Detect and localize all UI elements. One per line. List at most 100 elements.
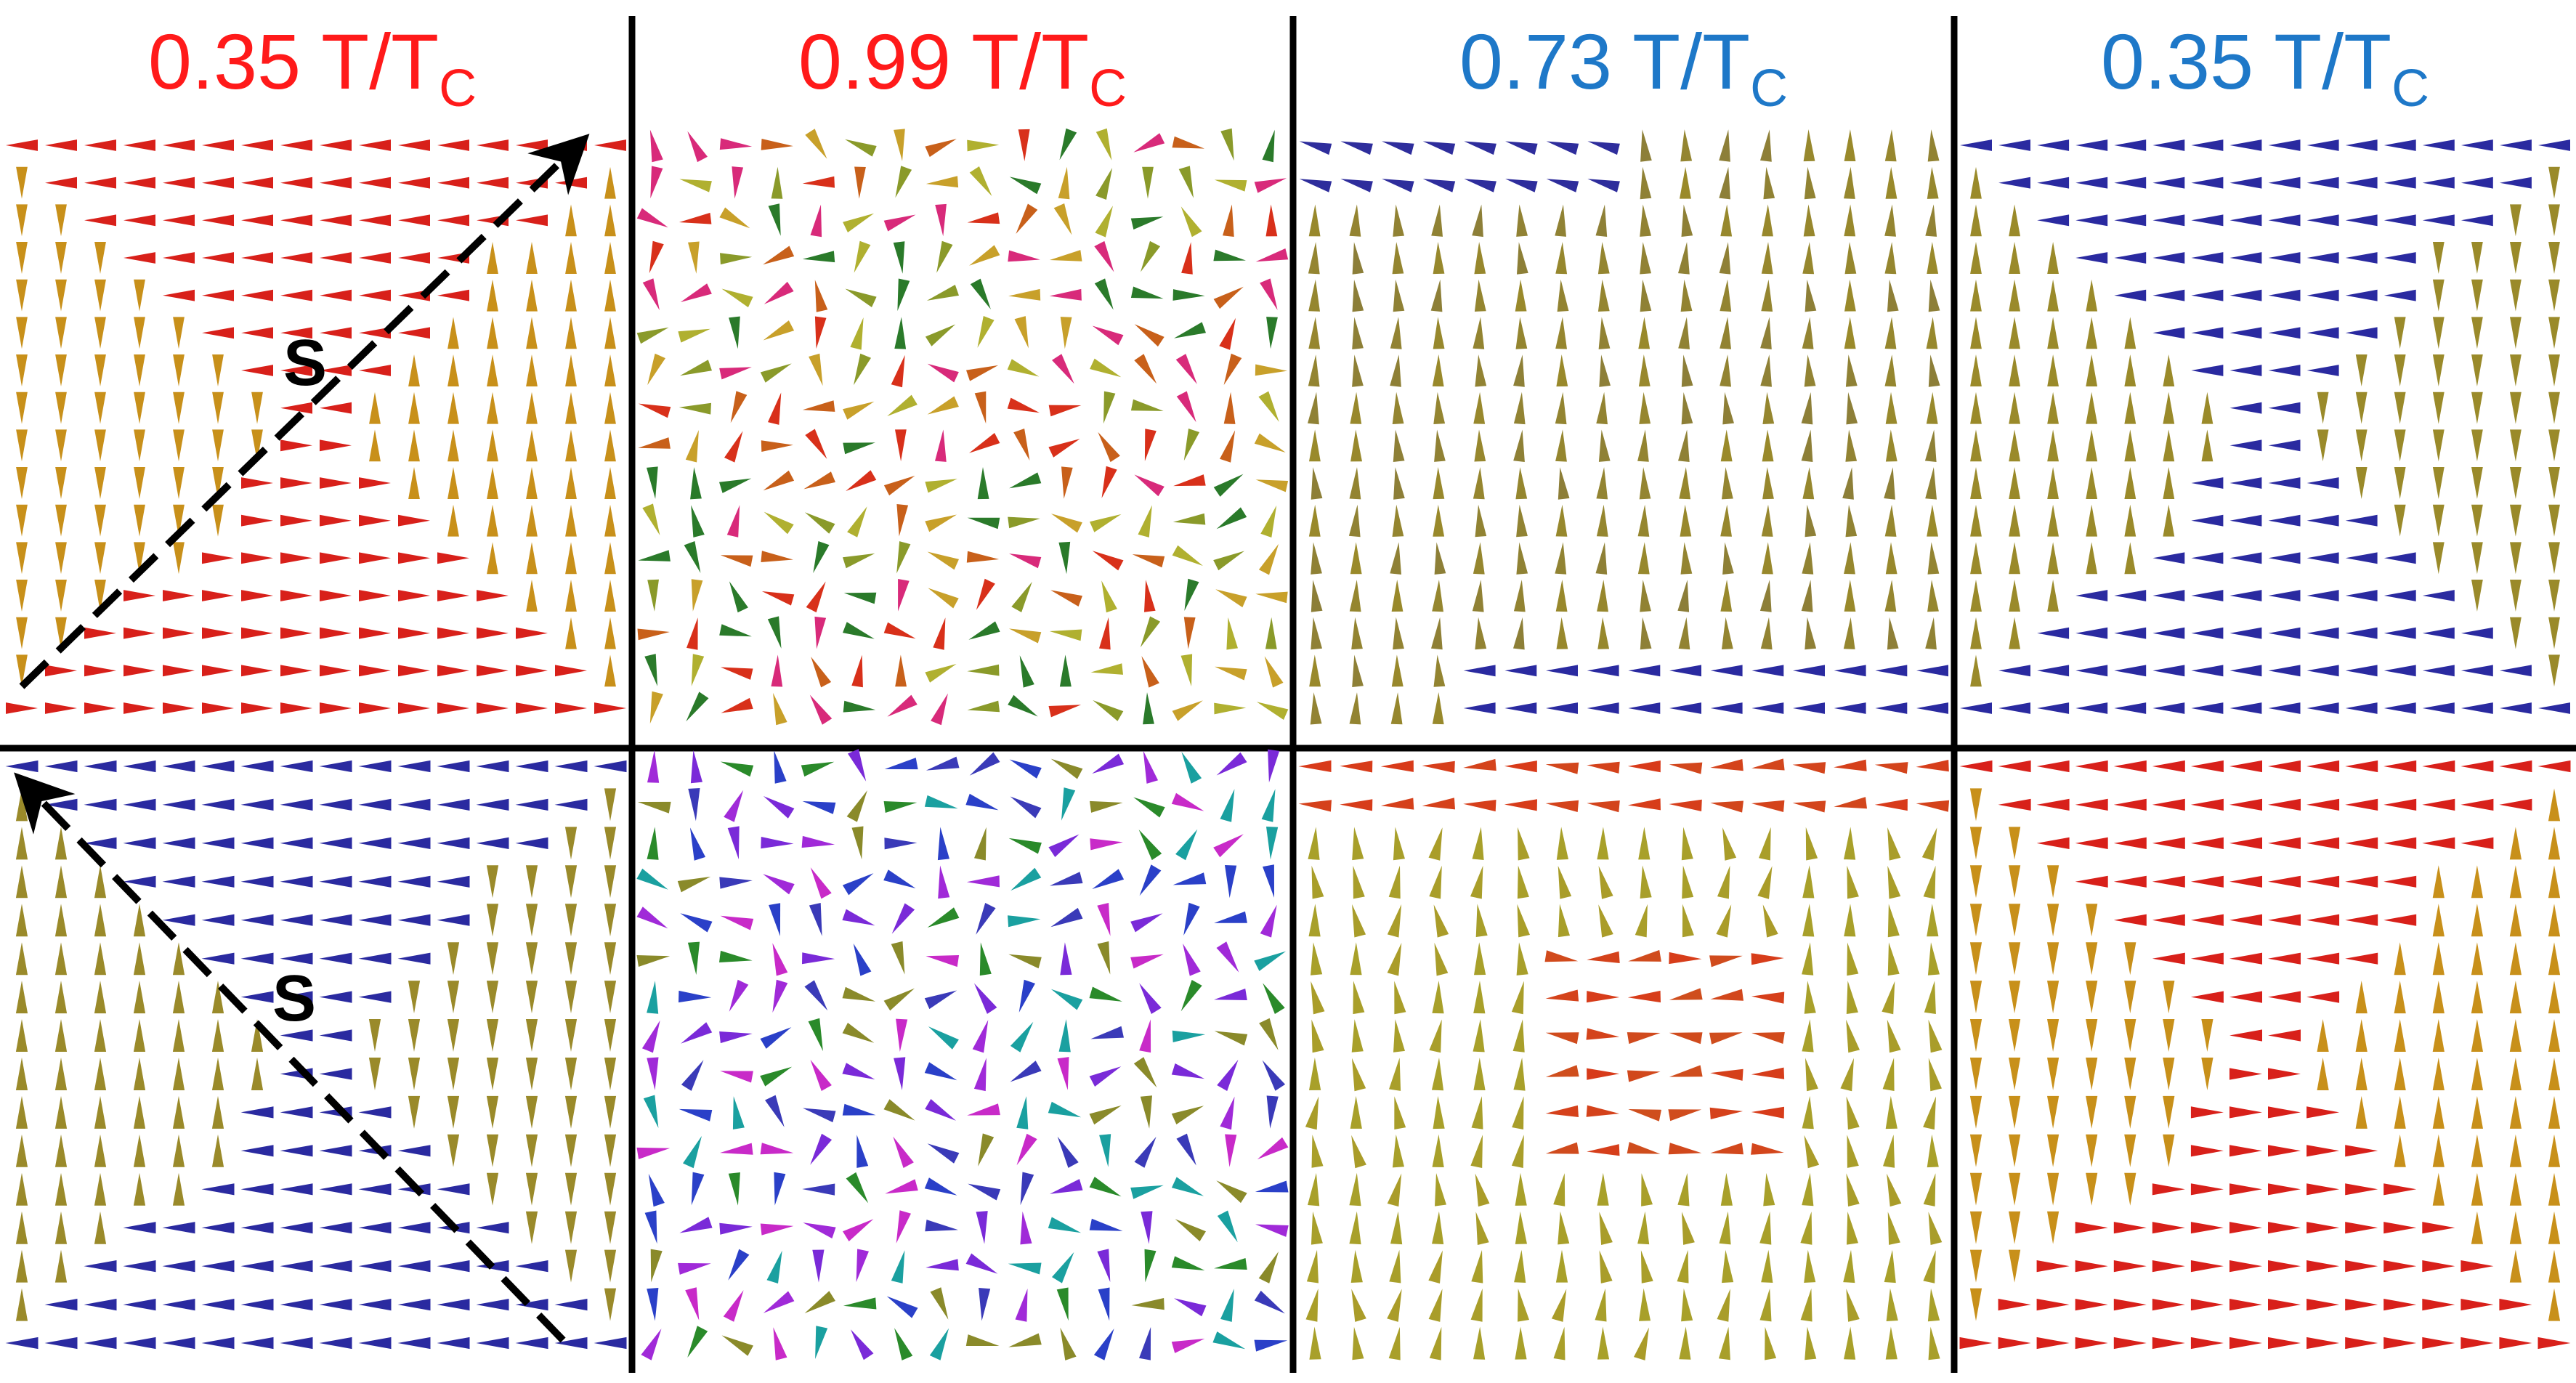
- spin-cone: [1597, 827, 1609, 860]
- spin-cone: [1884, 242, 1897, 275]
- spin-cone: [369, 429, 381, 462]
- spin-cone: [201, 760, 235, 773]
- spin-cone: [2229, 1260, 2262, 1273]
- spin-cone: [94, 942, 107, 976]
- spin-cone: [1391, 654, 1404, 687]
- spin-cone: [55, 279, 67, 312]
- spin-cone: [1998, 702, 2030, 714]
- spin-cone: [1142, 166, 1154, 199]
- spin-cone: [2306, 477, 2339, 489]
- spin-cone: [1422, 179, 1456, 192]
- spin-cone: [1844, 827, 1856, 860]
- spin-cone: [966, 365, 999, 381]
- spin-cone: [2086, 1058, 2098, 1090]
- spin-cone: [1049, 629, 1082, 641]
- spin-cone: [2432, 1058, 2445, 1090]
- spin-cone: [851, 1329, 874, 1360]
- spin-cone: [1751, 1067, 1785, 1079]
- spin-cone: [320, 252, 352, 264]
- spin-cone: [1669, 1032, 1703, 1045]
- spin-cone: [846, 1172, 869, 1204]
- spin-cone: [2510, 317, 2522, 349]
- spin-cone: [359, 139, 391, 151]
- spin-cone: [2471, 904, 2483, 937]
- spin-cone: [854, 353, 871, 386]
- spin-cone: [2422, 177, 2455, 189]
- spin-cone: [2268, 875, 2301, 888]
- spin-cone: [1255, 248, 1289, 262]
- spin-cone: [94, 354, 106, 386]
- spin-cone: [240, 760, 274, 773]
- spin-cone: [240, 1222, 274, 1234]
- spin-cone: [2422, 139, 2455, 151]
- spin-cone: [896, 504, 909, 537]
- spin-cone: [760, 1143, 794, 1155]
- spin-cone: [2345, 1222, 2378, 1234]
- spin-cone: [802, 400, 835, 412]
- spin-cone: [2268, 1337, 2301, 1350]
- spin-cone: [2075, 1299, 2108, 1311]
- spin-cone: [1181, 752, 1202, 784]
- spin-cone: [319, 1222, 352, 1234]
- spin-cone: [883, 801, 918, 813]
- spin-cone: [802, 952, 835, 965]
- spin-cone: [123, 665, 155, 677]
- spin-cone: [1928, 1058, 1942, 1092]
- reaction-coordinate-label-1: S: [283, 327, 327, 400]
- spin-cone: [2152, 289, 2185, 301]
- spin-cone: [805, 429, 827, 459]
- spin-cone: [1669, 665, 1701, 677]
- spin-cone: [1016, 203, 1038, 234]
- spin-cone: [2037, 665, 2070, 677]
- spin-cone: [883, 475, 915, 496]
- spin-cone: [1052, 1252, 1074, 1283]
- spin-cone: [683, 1135, 702, 1169]
- spin-cone: [691, 654, 705, 686]
- spin-cone: [1627, 1070, 1661, 1082]
- spin-cone: [1008, 288, 1041, 301]
- spin-cone: [1802, 542, 1814, 575]
- spin-cone: [1928, 279, 1940, 312]
- spin-cone: [1061, 787, 1076, 821]
- spin-cone: [437, 552, 469, 564]
- spin-cone: [970, 278, 991, 309]
- spin-cone: [1840, 1058, 1854, 1092]
- spin-cone: [719, 207, 750, 229]
- spin-cone: [1130, 954, 1164, 969]
- spin-cone: [1098, 431, 1120, 463]
- spin-cone: [2152, 1183, 2185, 1196]
- spin-cone: [1048, 405, 1082, 417]
- spin-cone: [2191, 590, 2224, 601]
- spin-cone: [2383, 139, 2416, 151]
- spin-cone: [2229, 402, 2262, 414]
- spin-cone: [2432, 429, 2445, 462]
- spin-cone: [1016, 1096, 1029, 1129]
- spin-cone: [845, 139, 877, 157]
- spin-cone: [123, 875, 156, 888]
- spin-cone: [774, 1172, 786, 1206]
- spin-cone: [1299, 179, 1332, 192]
- spin-cone: [1759, 1211, 1772, 1245]
- spin-cone: [2009, 279, 2020, 312]
- spin-cone: [1638, 317, 1650, 349]
- spin-cone: [1094, 240, 1114, 272]
- spin-cone: [2191, 327, 2224, 339]
- spin-cone: [1844, 580, 1856, 612]
- spin-cone: [2394, 1095, 2406, 1129]
- spin-cone: [1010, 867, 1042, 891]
- spin-cone: [1474, 279, 1486, 312]
- spin-cone: [1258, 391, 1279, 422]
- spin-cone: [1389, 1249, 1401, 1283]
- spin-cone: [1060, 1327, 1077, 1360]
- spin-cone: [94, 1019, 107, 1052]
- spin-cone: [2124, 354, 2136, 386]
- spin-cone: [1970, 467, 1982, 499]
- spin-cone: [2306, 798, 2340, 811]
- spin-cone: [1262, 129, 1275, 163]
- spin-cone: [1682, 865, 1694, 899]
- spin-cone: [1924, 981, 1936, 1014]
- spin-cone: [359, 252, 391, 264]
- spin-cone: [938, 865, 950, 899]
- spin-cone: [1394, 981, 1406, 1015]
- spin-cone: [2422, 760, 2455, 773]
